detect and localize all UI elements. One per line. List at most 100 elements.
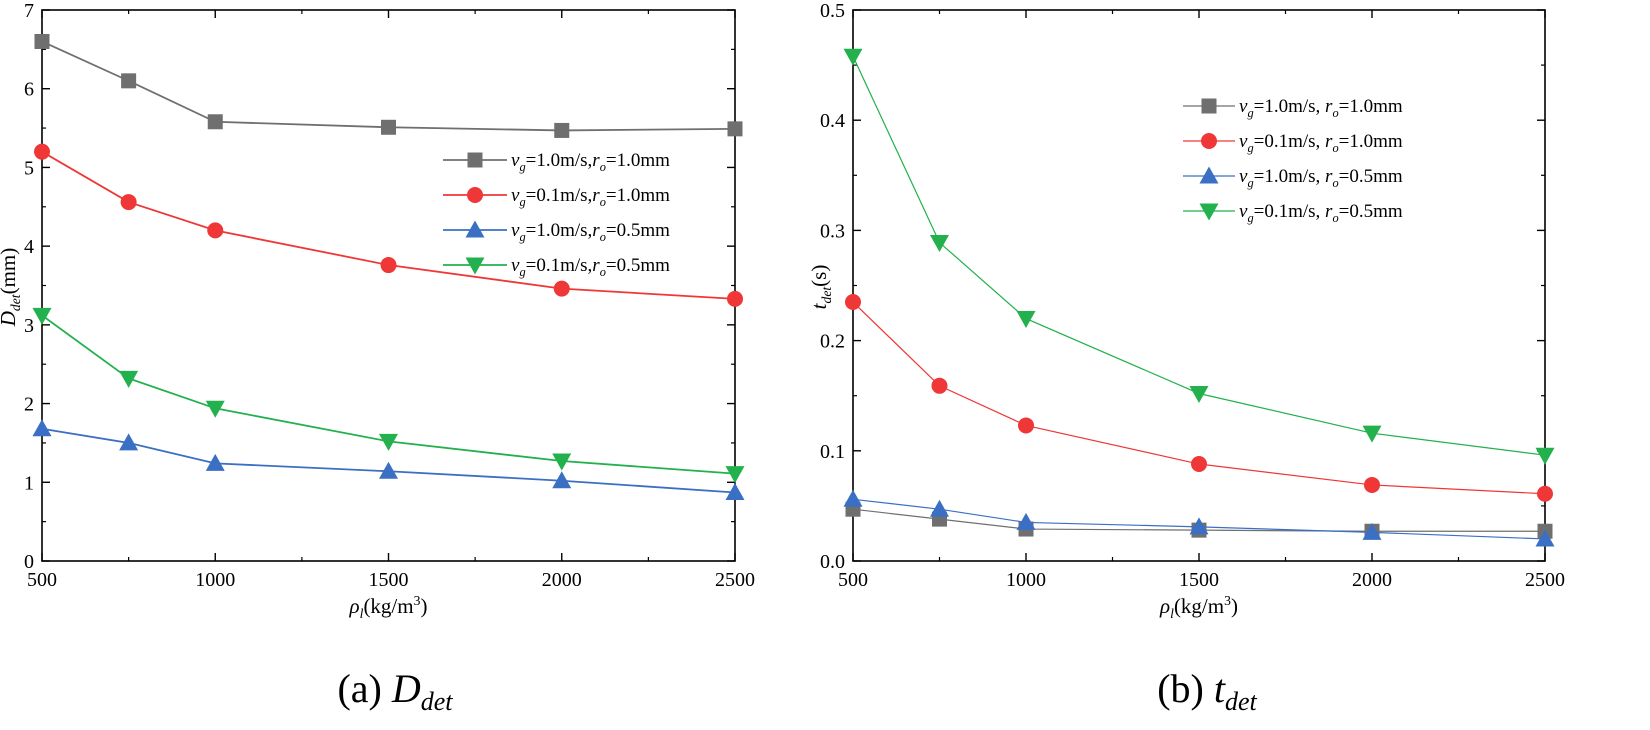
x-tick-label: 2500 [715,569,755,591]
legend-item: vg=1.0m/s,ro=0.5mm [443,220,670,244]
data-point [727,290,743,307]
y-tick-label: 3 [24,315,34,337]
data-point [552,453,572,471]
legend-label: vg=1.0m/s,ro=1.0mm [511,150,670,174]
figure-caption: (b) tdet [1157,666,1257,716]
data-point [1018,417,1034,434]
legend-label: vg=0.1m/s,ro=0.5mm [511,255,670,279]
legend-label: vg=0.1m/s,ro=1.0mm [511,185,670,209]
legend-label: vg=1.0m/s, ro=1.0mm [1239,96,1403,120]
x-axis-label: ρl(kg/m3) [349,593,428,621]
y-tick-label: 0.0 [820,551,845,573]
data-point [207,222,224,239]
x-axis: 500 1000 1500 2000 2500 [838,10,1565,591]
legend-item: vg=1.0m/s,ro=1.0mm [443,150,670,174]
series-line [852,301,1546,495]
legend-marker [1201,133,1217,149]
legend-item: vg=0.1m/s,ro=0.5mm [443,255,670,279]
legend-item: vg=0.1m/s, ro=1.0mm [1183,131,1403,155]
data-point [1535,529,1555,547]
data-point [380,257,397,274]
data-point [1362,425,1382,443]
chart-a: 500 1000 1500 2000 2500 0 1 2 3 4 5 6 7 ρl(kg/m3) Ddet… [0,0,755,716]
data-point [207,114,223,130]
data-point [119,433,139,451]
series-4 [32,307,745,484]
data-point [120,194,137,211]
series-3 [32,419,745,501]
data-point [1535,447,1555,465]
data-point [843,489,863,507]
x-tick-label: 2500 [1525,569,1565,591]
legend-label: vg=1.0m/s,ro=0.5mm [511,220,670,244]
y-tick-label: 0.2 [820,331,845,353]
data-point [1537,485,1553,502]
legend-item: vg=0.1m/s, ro=0.5mm [1183,201,1403,225]
legend: vg=1.0m/s, ro=1.0mm vg=0.1m/s, ro=1.0mm vg… [1183,96,1403,225]
legend-label: vg=1.0m/s, ro=0.5mm [1239,166,1403,190]
x-tick-label: 1000 [1006,569,1046,591]
y-tick-label: 7 [24,0,34,22]
series-line [852,498,1546,540]
chart-b: 500 1000 1500 2000 2500 0.0 0.1 0.2 0.3 0.4 0.5 ρl(… [807,0,1565,716]
data-point [34,143,50,160]
data-point [119,370,139,388]
y-tick-label: 0 [24,551,34,573]
series-line [41,150,736,300]
data-point [843,48,863,66]
series-3 [843,489,1555,547]
data-point [205,453,225,471]
y-tick-label: 4 [24,236,34,258]
data-point [553,280,570,297]
series-line [41,314,736,475]
x-tick-label: 500 [27,569,57,591]
data-point [554,122,570,138]
data-point [121,73,137,89]
data-point [930,235,949,253]
legend: vg=1.0m/s,ro=1.0mm vg=0.1m/s,ro=1.0mm vg=1… [443,150,670,279]
data-point [205,400,225,418]
y-axis-label: Ddet(mm) [0,248,23,328]
data-point [379,461,398,479]
data-point [1364,476,1380,493]
y-tick-label: 0.1 [820,441,845,463]
y-axis-label: tdet(s) [807,265,834,310]
x-tick-label: 1000 [195,569,235,591]
data-point [1016,311,1036,329]
x-tick-label: 500 [838,569,868,591]
series-1 [34,33,743,138]
y-tick-label: 2 [24,394,34,416]
data-point [552,471,572,489]
data-point [725,483,745,501]
y-axis: 0.0 0.1 0.2 0.3 0.4 0.5 [820,0,1545,573]
y-tick-label: 0.5 [820,0,845,22]
legend-marker [1199,166,1219,184]
legend-item: vg=1.0m/s, ro=1.0mm [1183,96,1403,120]
series-line [852,508,1545,532]
data-point [32,307,52,325]
plot-frame [852,9,1546,562]
y-tick-label: 0.3 [820,220,845,242]
series-2 [845,294,1553,502]
data-point [32,419,52,437]
data-point [1189,385,1209,403]
legend-label: vg=0.1m/s, ro=1.0mm [1239,131,1403,155]
x-tick-label: 2000 [1352,569,1392,591]
data-point [1016,512,1036,530]
y-tick-label: 0.4 [820,110,845,132]
x-tick-label: 2000 [542,569,582,591]
data-point [845,294,861,311]
data-point [381,119,396,135]
legend-marker [465,257,485,275]
legend-marker [465,220,485,238]
legend-marker [467,187,483,203]
legend-marker [467,152,483,168]
legend-item: vg=1.0m/s, ro=0.5mm [1183,166,1403,190]
legend-item: vg=0.1m/s,ro=1.0mm [443,185,670,209]
x-tick-label: 1500 [369,569,409,591]
data-point [1189,517,1209,535]
series-line [41,40,736,132]
x-axis-label: ρl(kg/m3) [1159,593,1238,621]
data-point [1362,522,1382,540]
